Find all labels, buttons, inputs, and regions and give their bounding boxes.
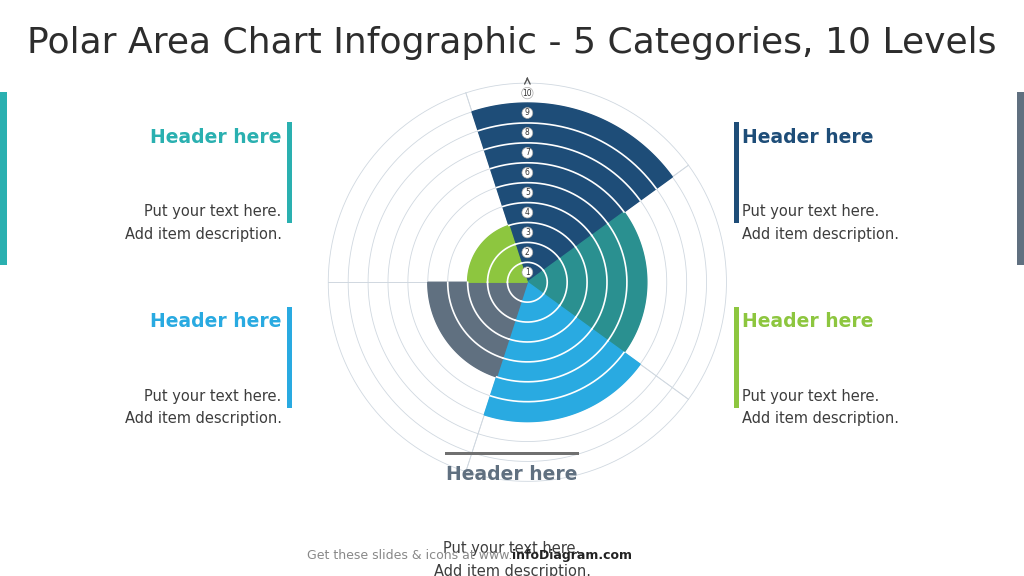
- Text: Put your text here.
Add item description.: Put your text here. Add item description…: [742, 204, 899, 242]
- Text: infoDiagram.com: infoDiagram.com: [512, 548, 632, 562]
- Text: 7: 7: [525, 148, 529, 157]
- Text: Header here: Header here: [742, 312, 873, 331]
- Text: 10: 10: [522, 89, 532, 97]
- Text: Put your text here.
Add item description.: Put your text here. Add item description…: [742, 389, 899, 426]
- Polygon shape: [527, 212, 647, 353]
- Polygon shape: [472, 103, 673, 282]
- Text: 8: 8: [525, 128, 529, 138]
- Text: Header here: Header here: [151, 312, 282, 331]
- Text: Header here: Header here: [446, 465, 578, 484]
- Text: 1: 1: [525, 268, 529, 277]
- Text: 3: 3: [525, 228, 529, 237]
- Text: Header here: Header here: [151, 128, 282, 147]
- Text: Put your text here.
Add item description.: Put your text here. Add item description…: [125, 389, 282, 426]
- Text: Get these slides & icons at www.: Get these slides & icons at www.: [306, 548, 512, 562]
- Text: Polar Area Chart Infographic - 5 Categories, 10 Levels: Polar Area Chart Infographic - 5 Categor…: [28, 26, 996, 60]
- Text: 2: 2: [525, 248, 529, 257]
- Text: Put your text here.
Add item description.: Put your text here. Add item description…: [125, 204, 282, 242]
- Polygon shape: [468, 225, 527, 282]
- Text: 9: 9: [525, 108, 529, 118]
- Text: Header here: Header here: [742, 128, 873, 147]
- Text: 6: 6: [525, 168, 529, 177]
- Polygon shape: [484, 282, 640, 422]
- Text: Put your text here.
Add item description.: Put your text here. Add item description…: [433, 541, 591, 576]
- Text: 4: 4: [525, 208, 529, 217]
- Text: 5: 5: [525, 188, 529, 197]
- Polygon shape: [428, 282, 527, 377]
